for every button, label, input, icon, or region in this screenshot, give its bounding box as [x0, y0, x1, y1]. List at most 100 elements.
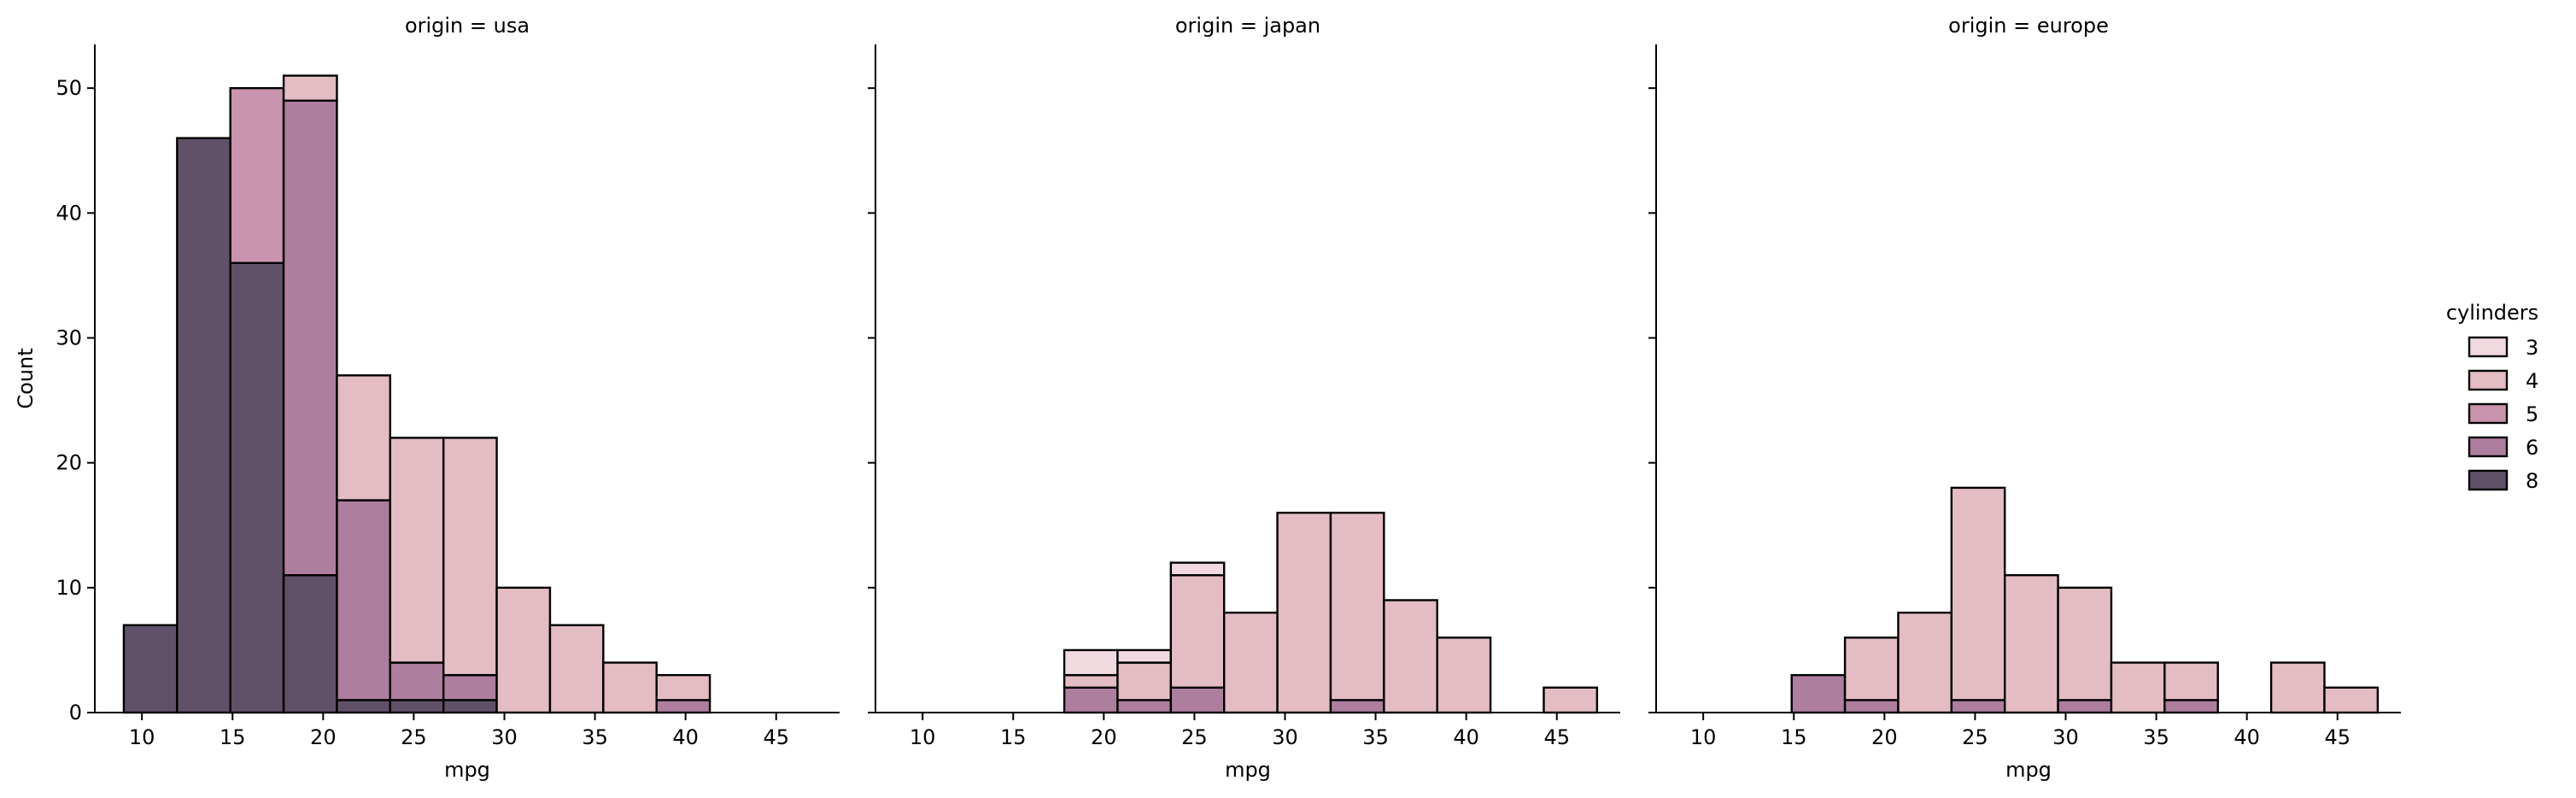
legend-item: 6 — [2468, 436, 2538, 460]
histogram-bar-cyl-8 — [389, 699, 445, 714]
histogram-bar-cyl-4 — [655, 673, 711, 701]
histogram-bar-cyl-6 — [655, 699, 711, 714]
x-tick-label: 15 — [1781, 725, 1807, 749]
x-tick-label: 30 — [2052, 725, 2079, 749]
legend-swatch — [2468, 369, 2509, 391]
x-tick-label: 35 — [1362, 725, 1389, 749]
histogram-bar-cyl-4 — [1436, 637, 1492, 714]
x-tick-label: 45 — [763, 725, 789, 749]
histogram-bar-cyl-6 — [336, 499, 392, 701]
histogram-bar-cyl-4 — [1843, 637, 1900, 701]
legend-label: 5 — [2526, 402, 2538, 426]
legend-item: 8 — [2468, 469, 2538, 493]
x-tick-label: 25 — [401, 725, 427, 749]
histogram-bar-cyl-6 — [282, 99, 338, 577]
x-axis-label: mpg — [444, 758, 490, 782]
histogram-bar-cyl-4 — [1276, 511, 1332, 714]
x-tick-label: 40 — [2234, 725, 2260, 749]
x-tick-label: 10 — [910, 725, 936, 749]
facet-panel: origin = usa 10 15 20 25 30 35 40 45 0 10 20 30 40 50 m… — [14, 14, 840, 782]
legend-swatch — [2468, 469, 2509, 491]
x-tick-label: 45 — [2324, 725, 2351, 749]
histogram-bar-cyl-6 — [1063, 686, 1119, 714]
histogram-bar-cyl-4 — [1543, 686, 1599, 714]
histogram-bar-cyl-5 — [229, 86, 285, 264]
y-tick-label: 20 — [56, 451, 82, 475]
facet-panels: origin = usa 10 15 20 25 30 35 40 45 0 10 20 30 40 50 m… — [14, 14, 2401, 782]
facet-title: origin = usa — [405, 14, 530, 38]
legend-label: 6 — [2526, 436, 2538, 460]
histogram-bar-cyl-4 — [1116, 661, 1173, 701]
histogram-bar-cyl-4 — [1329, 511, 1385, 701]
x-axis-label: mpg — [2005, 758, 2052, 782]
bars — [122, 74, 711, 714]
histogram-bar-cyl-6 — [1790, 673, 1847, 714]
histogram-bar-cyl-6 — [2163, 699, 2219, 714]
histogram-bar-cyl-3 — [1169, 561, 1226, 577]
y-axis-label: Count — [14, 348, 38, 408]
legend-item: 4 — [2468, 369, 2538, 393]
y-tick-label: 50 — [56, 76, 82, 100]
histogram-bar-cyl-4 — [602, 661, 658, 714]
legend-swatch — [2468, 402, 2509, 425]
y-tick-label: 40 — [56, 201, 82, 225]
x-tick-label: 15 — [1000, 725, 1027, 749]
histogram-bar-cyl-4 — [1897, 611, 1953, 714]
histogram-bar-cyl-4 — [495, 586, 552, 714]
x-tick-label: 40 — [1453, 725, 1479, 749]
histogram-bar-cyl-6 — [1169, 686, 1226, 714]
histogram-bar-cyl-4 — [2163, 661, 2219, 701]
histogram-bar-cyl-6 — [2057, 699, 2113, 714]
x-tick-label: 40 — [672, 725, 699, 749]
legend-label: 4 — [2526, 369, 2538, 393]
histogram-bar-cyl-6 — [442, 673, 498, 701]
histogram-bar-cyl-3 — [1063, 648, 1119, 677]
legend-label: 8 — [2526, 469, 2538, 493]
histogram-bar-cyl-4 — [389, 437, 445, 664]
x-tick-label: 20 — [1091, 725, 1117, 749]
histogram-bar-cyl-4 — [336, 374, 392, 502]
x-tick-label: 30 — [491, 725, 518, 749]
x-tick-label: 10 — [129, 725, 155, 749]
legend-swatch — [2468, 436, 2509, 458]
histogram-bar-cyl-8 — [176, 137, 231, 714]
x-tick-label: 10 — [1690, 725, 1717, 749]
legend-items: 3 4 5 6 8 — [2468, 336, 2538, 493]
histogram-bar-cyl-4 — [1950, 486, 2006, 701]
histogram-bar-cyl-4 — [2269, 661, 2326, 714]
histogram-bar-cyl-4 — [1223, 611, 1279, 714]
facet-title: origin = europe — [1948, 14, 2109, 38]
x-tick-label: 35 — [582, 725, 608, 749]
legend-title: cylinders — [2446, 301, 2538, 325]
histogram-bar-cyl-4 — [2110, 661, 2166, 714]
x-tick-label: 25 — [1181, 725, 1208, 749]
bars — [1063, 511, 1599, 714]
histogram-bar-cyl-4 — [2323, 686, 2380, 714]
legend-item: 3 — [2468, 336, 2538, 360]
histogram-bar-cyl-8 — [122, 624, 179, 714]
histogram-bar-cyl-4 — [442, 437, 498, 677]
y-tick-label: 30 — [56, 326, 82, 349]
histogram-bar-cyl-4 — [548, 624, 605, 714]
legend-label: 3 — [2526, 336, 2538, 360]
facet-panel: origin = japan 10 15 20 25 30 35 40 45 mpg — [868, 14, 1620, 782]
y-tick-label: 0 — [69, 701, 82, 725]
histogram-bar-cyl-4 — [1383, 599, 1438, 714]
histogram-bar-cyl-4 — [2057, 586, 2113, 701]
x-tick-label: 20 — [1871, 725, 1898, 749]
histogram-bar-cyl-4 — [1169, 574, 1226, 689]
x-tick-label: 15 — [220, 725, 246, 749]
x-tick-label: 35 — [2143, 725, 2169, 749]
histogram-bar-cyl-6 — [389, 661, 445, 701]
histogram-bar-cyl-8 — [336, 699, 392, 714]
x-tick-label: 20 — [310, 725, 337, 749]
histogram-bar-cyl-8 — [229, 261, 285, 714]
histogram-bar-cyl-4 — [282, 74, 338, 102]
legend-item: 5 — [2468, 402, 2538, 426]
x-tick-label: 25 — [1962, 725, 1988, 749]
legend: cylinders 3 4 5 6 8 — [2446, 301, 2538, 493]
histogram-bar-cyl-6 — [1329, 699, 1385, 714]
legend-swatch — [2468, 336, 2509, 358]
histogram-bar-cyl-4 — [2004, 574, 2059, 714]
